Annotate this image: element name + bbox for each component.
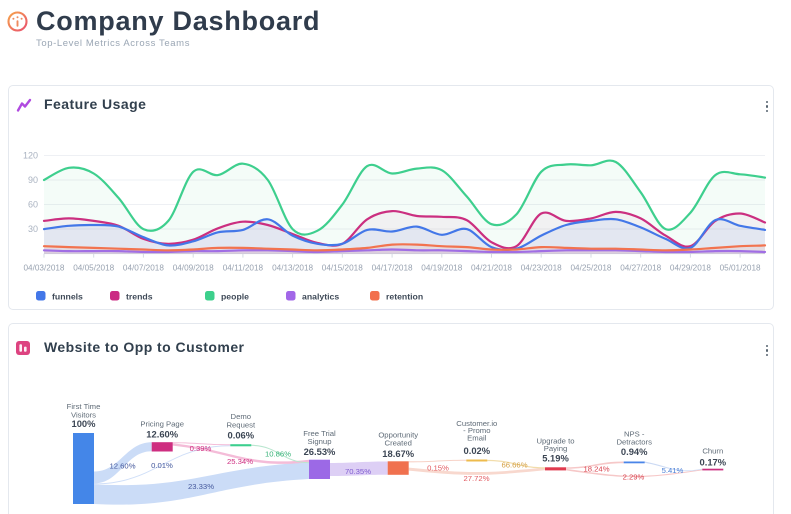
svg-text:26.53%: 26.53% [304,446,336,457]
svg-text:60: 60 [28,200,38,210]
svg-text:First Time: First Time [67,402,101,411]
svg-text:Demo: Demo [231,412,252,421]
svg-text:Paying: Paying [544,444,568,453]
svg-text:0.15%: 0.15% [427,463,449,472]
svg-text:2.29%: 2.29% [623,472,645,481]
svg-text:27.72%: 27.72% [463,474,489,483]
svg-text:Request: Request [226,421,255,430]
svg-text:analytics: analytics [302,292,339,302]
svg-text:30: 30 [28,224,38,234]
svg-text:Email: Email [467,433,487,442]
svg-text:18.24%: 18.24% [583,465,609,474]
svg-text:90: 90 [28,175,38,185]
svg-text:04/03/2018: 04/03/2018 [24,264,65,273]
svg-text:12.60%: 12.60% [109,462,135,471]
svg-text:0.01%: 0.01% [151,461,173,470]
svg-text:Upgrade to: Upgrade to [536,437,574,446]
svg-text:70.35%: 70.35% [345,467,371,476]
svg-text:04/23/2018: 04/23/2018 [521,264,562,273]
svg-text:23.33%: 23.33% [188,482,214,491]
svg-text:04/19/2018: 04/19/2018 [421,264,462,273]
svg-text:04/25/2018: 04/25/2018 [571,264,612,273]
svg-text:Customer.io: Customer.io [456,419,497,428]
svg-text:66.66%: 66.66% [501,460,527,469]
svg-text:Free Trial: Free Trial [303,429,336,438]
svg-text:Visitors: Visitors [71,411,96,420]
svg-text:0.06%: 0.06% [228,429,255,440]
svg-text:0.94%: 0.94% [621,446,648,457]
svg-text:trends: trends [126,292,153,302]
svg-text:Opportunity: Opportunity [378,431,418,440]
svg-text:04/09/2018: 04/09/2018 [173,264,214,273]
svg-text:18.67%: 18.67% [382,448,414,459]
svg-text:10.86%: 10.86% [265,450,291,459]
svg-text:04/15/2018: 04/15/2018 [322,264,363,273]
svg-text:25.34%: 25.34% [227,457,253,466]
svg-text:retention: retention [386,292,423,302]
svg-text:04/11/2018: 04/11/2018 [223,264,264,273]
svg-text:NPS -: NPS - [624,429,645,438]
svg-text:100%: 100% [72,418,97,429]
svg-text:Detractors: Detractors [616,437,652,446]
svg-text:12.60%: 12.60% [146,429,178,440]
svg-text:04/13/2018: 04/13/2018 [272,264,313,273]
svg-text:05/01/2018: 05/01/2018 [720,264,761,273]
svg-text:funnels: funnels [52,292,83,302]
svg-text:5.41%: 5.41% [662,466,684,475]
svg-text:0.39%: 0.39% [190,444,212,453]
svg-text:5.19%: 5.19% [542,452,569,463]
svg-text:Churn: Churn [702,447,723,456]
svg-text:04/21/2018: 04/21/2018 [471,264,512,273]
svg-text:04/27/2018: 04/27/2018 [620,264,661,273]
svg-text:Pricing Page: Pricing Page [140,420,184,429]
svg-text:04/07/2018: 04/07/2018 [123,264,164,273]
svg-text:people: people [221,292,249,302]
svg-text:0.17%: 0.17% [700,456,727,467]
svg-text:120: 120 [23,151,38,161]
svg-text:Created: Created [385,439,412,448]
svg-text:04/05/2018: 04/05/2018 [73,264,114,273]
svg-text:Signup: Signup [308,437,332,446]
svg-text:04/29/2018: 04/29/2018 [670,264,711,273]
svg-text:0.02%: 0.02% [464,445,491,456]
svg-text:- Promo: - Promo [463,426,490,435]
svg-text:04/17/2018: 04/17/2018 [372,264,413,273]
